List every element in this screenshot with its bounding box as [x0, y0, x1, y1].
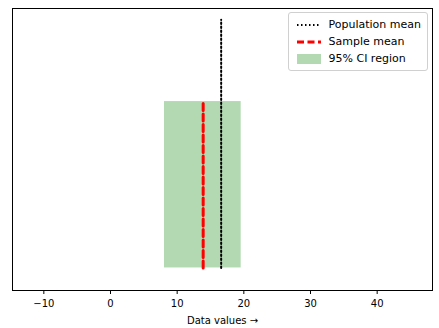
svg-text:−10: −10: [33, 298, 54, 309]
svg-text:Data values →: Data values →: [187, 315, 258, 326]
svg-text:40: 40: [371, 298, 384, 309]
html-text:Sample mean: Sample mean: [328, 35, 405, 48]
svg-text:30: 30: [304, 298, 317, 309]
svg-text:20: 20: [237, 298, 250, 309]
svg-text:10: 10: [171, 298, 184, 309]
svg-text:0: 0: [107, 298, 113, 309]
html-text:95% CI region: 95% CI region: [328, 52, 406, 65]
html-text:Population mean: Population mean: [328, 18, 421, 31]
